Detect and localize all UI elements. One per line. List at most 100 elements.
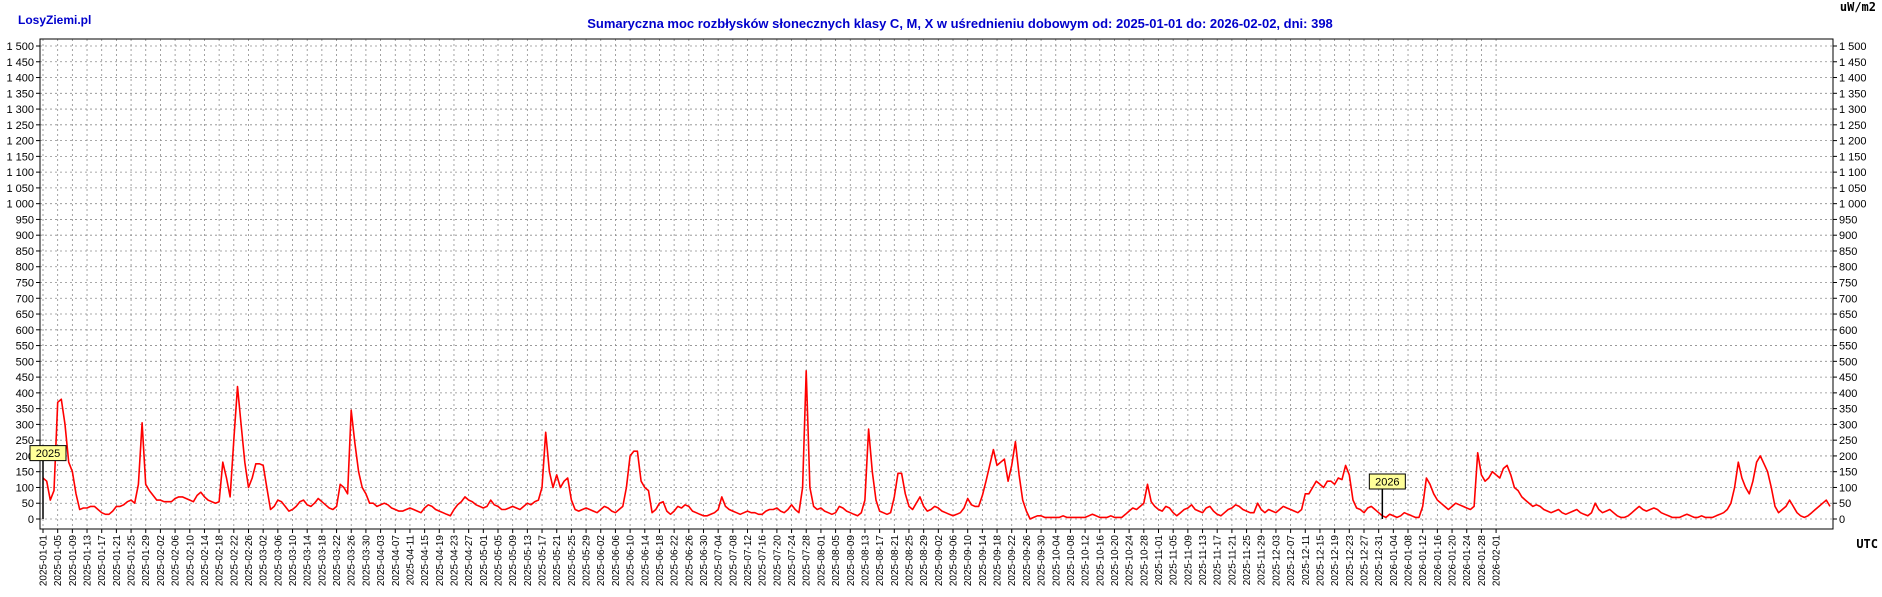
x-tick-label: 2025-02-06	[171, 535, 182, 587]
x-tick-label: 2025-12-31	[1374, 535, 1385, 587]
y-tick-label: 1 400	[1839, 73, 1867, 85]
x-tick-label: 2025-11-13	[1198, 535, 1209, 586]
y-tick-label: 500	[16, 356, 34, 368]
x-tick-label: 2025-10-24	[1125, 535, 1136, 587]
y-tick-label: 1 200	[6, 136, 34, 148]
y-tick-label: 450	[16, 372, 34, 384]
y-tick-label: 350	[16, 404, 34, 416]
year-marker-label: 2026	[1375, 477, 1399, 489]
x-tick-label: 2025-08-21	[890, 535, 901, 587]
grid	[40, 39, 1833, 529]
x-tick-label: 2026-01-28	[1477, 535, 1488, 587]
y-tick-label: 250	[1839, 435, 1857, 447]
x-axis: 2025-01-01 2025-01-05 2025-01-09 2025-01-13…	[39, 529, 1503, 586]
x-tick-label: 2025-03-26	[347, 535, 358, 587]
x-tick-label: 2025-09-22	[1007, 535, 1018, 587]
x-tick-label: 2025-07-20	[772, 535, 783, 587]
y-tick-label: 600	[16, 325, 34, 337]
y-tick-label: 200	[1839, 451, 1857, 463]
x-tick-label: 2025-05-13	[523, 535, 534, 587]
x-tick-label: 2025-01-17	[97, 535, 108, 587]
x-tick-label: 2025-05-21	[552, 535, 563, 587]
y-tick-label: 750	[1839, 278, 1857, 290]
y-axis-unit: uW/m2	[1840, 0, 1876, 14]
x-tick-label: 2025-05-17	[538, 535, 549, 587]
y-tick-label: 400	[16, 388, 34, 400]
x-tick-label: 2025-11-21	[1227, 535, 1238, 586]
x-tick-label: 2025-05-25	[567, 535, 578, 587]
y-tick-label: 1 300	[6, 104, 34, 116]
x-tick-label: 2025-04-11	[405, 535, 416, 586]
x-tick-label: 2025-11-01	[1154, 535, 1165, 586]
y-tick-label: 950	[1839, 214, 1857, 226]
y-tick-label: 350	[1839, 404, 1857, 416]
x-tick-label: 2025-12-11	[1301, 535, 1312, 586]
x-tick-label: 2025-02-18	[215, 535, 226, 587]
y-tick-label: 1 450	[6, 57, 34, 69]
y-tick-label: 1 050	[1839, 183, 1867, 195]
x-tick-label: 2025-05-29	[582, 535, 593, 587]
y-tick-label: 650	[16, 309, 34, 321]
x-tick-label: 2025-08-05	[831, 535, 842, 587]
x-tick-label: 2025-03-06	[273, 535, 284, 587]
year-marker-box	[29, 445, 67, 462]
y-tick-label: 1 500	[6, 41, 34, 53]
x-tick-label: 2025-04-07	[391, 535, 402, 587]
x-tick-label: 2025-09-10	[963, 535, 974, 587]
y-axis-left: 0 50 100 150 200 250 300 350 400 450 500 550 600 650 7…	[6, 41, 40, 526]
plot-frame	[39, 38, 1834, 530]
y-tick-label: 1 000	[6, 199, 34, 211]
x-tick-label: 2025-04-27	[464, 535, 475, 587]
x-tick-label: 2025-11-25	[1242, 535, 1253, 586]
y-tick-label: 800	[1839, 262, 1857, 274]
year-marker-label: 2025	[36, 448, 60, 460]
x-tick-label: 2025-06-10	[626, 535, 637, 587]
y-tick-label: 450	[1839, 372, 1857, 384]
y-tick-label: 850	[16, 246, 34, 258]
x-tick-label: 2025-08-17	[875, 535, 886, 587]
y-tick-label: 600	[1839, 325, 1857, 337]
x-tick-label: 2025-01-13	[83, 535, 94, 587]
x-tick-label: 2025-02-02	[156, 535, 167, 587]
y-tick-label: 850	[1839, 246, 1857, 258]
x-tick-label: 2025-12-27	[1359, 535, 1370, 587]
x-tick-label: 2026-01-08	[1404, 535, 1415, 587]
x-tick-label: 2025-06-30	[699, 535, 710, 587]
site-logo[interactable]: LosyZiemi.pl	[18, 13, 91, 27]
x-tick-label: 2025-10-04	[1051, 535, 1062, 587]
x-tick-label: 2025-08-01	[816, 535, 827, 587]
x-tick-label: 2025-03-14	[303, 535, 314, 587]
y-axis-right: 0 50 100 150 200 250 300 350 400 450 500 550 600 650 7…	[1833, 41, 1867, 526]
x-tick-label: 2026-01-12	[1418, 535, 1429, 587]
x-tick-label: 2025-12-23	[1345, 535, 1356, 587]
y-tick-label: 300	[1839, 419, 1857, 431]
y-tick-label: 100	[1839, 482, 1857, 494]
y-tick-label: 700	[1839, 293, 1857, 305]
x-tick-label: 2025-10-12	[1081, 535, 1092, 587]
x-tick-label: 2025-07-08	[728, 535, 739, 587]
y-tick-label: 950	[16, 214, 34, 226]
x-tick-label: 2025-12-15	[1315, 535, 1326, 587]
year-marker-box	[1368, 473, 1406, 490]
y-tick-label: 1 150	[1839, 151, 1867, 163]
y-tick-label: 50	[1839, 498, 1851, 510]
y-tick-label: 1 150	[6, 151, 34, 163]
x-tick-label: 2025-10-20	[1110, 535, 1121, 587]
x-tick-label: 2025-03-22	[332, 535, 343, 587]
x-tick-label: 2025-07-04	[714, 535, 725, 587]
x-tick-label: 2025-05-01	[479, 535, 490, 587]
x-tick-label: 2025-01-09	[68, 535, 79, 587]
x-tick-label: 2025-07-28	[802, 535, 813, 587]
y-tick-label: 1 250	[1839, 120, 1867, 132]
x-tick-label: 2026-01-16	[1433, 535, 1444, 587]
y-tick-label: 1 350	[6, 88, 34, 100]
series-line	[42, 369, 1831, 520]
chart-title: Sumaryczna moc rozbłysków słonecznych kl…	[587, 16, 1333, 31]
y-tick-label: 500	[1839, 356, 1857, 368]
x-tick-label: 2026-01-24	[1462, 535, 1473, 587]
x-tick-label: 2026-01-20	[1448, 535, 1459, 587]
x-tick-label: 2025-08-09	[846, 535, 857, 587]
x-tick-label: 2025-04-23	[449, 535, 460, 587]
y-tick-label: 1 500	[1839, 41, 1867, 53]
